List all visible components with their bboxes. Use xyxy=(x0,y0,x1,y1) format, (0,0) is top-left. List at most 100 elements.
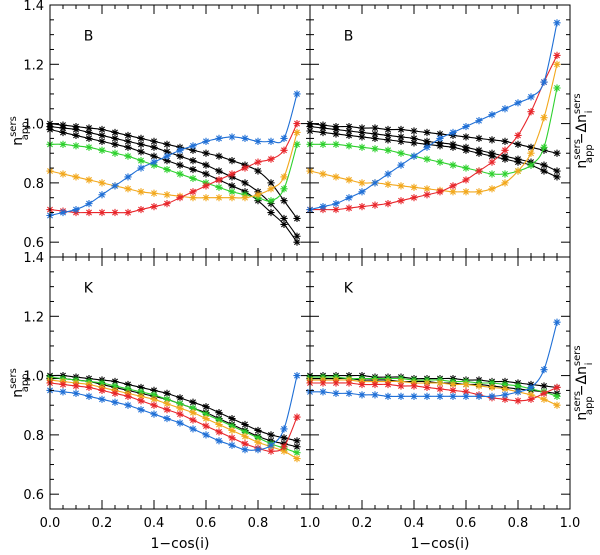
data-point-orange xyxy=(462,188,470,196)
svg-text:nsersapp: nsersapp xyxy=(8,116,31,146)
data-point-orange xyxy=(267,185,275,193)
data-point-red xyxy=(527,108,535,116)
data-point-orange xyxy=(150,189,158,197)
data-point-black3 xyxy=(397,137,405,145)
data-point-black2 xyxy=(98,131,106,140)
x-tick-label: 0.0 xyxy=(40,516,61,531)
data-point-black3 xyxy=(280,220,288,228)
y-tick-label: 1.0 xyxy=(23,370,44,385)
data-point-orange xyxy=(423,379,431,387)
data-point-black3 xyxy=(501,155,509,163)
data-point-black2 xyxy=(163,148,171,156)
data-point-blue xyxy=(449,128,457,137)
data-point-black2 xyxy=(72,125,80,134)
data-point-blue xyxy=(267,137,275,145)
y-tick-label: 0.8 xyxy=(23,429,44,444)
data-point-red xyxy=(514,397,522,405)
data-point-black2 xyxy=(319,124,327,132)
data-point-red xyxy=(553,383,561,392)
data-point-orange xyxy=(254,438,262,446)
data-point-black2 xyxy=(241,179,249,187)
data-point-blue xyxy=(280,425,288,433)
data-point-green xyxy=(540,143,548,151)
data-point-black1 xyxy=(163,389,171,397)
data-point-black1 xyxy=(215,409,223,417)
data-point-blue xyxy=(332,389,340,397)
data-point-orange xyxy=(540,114,548,122)
x-tick-label: 0.4 xyxy=(144,516,165,531)
x-axis-label-right: 1−cos(i) xyxy=(410,536,469,552)
data-point-blue xyxy=(85,200,93,208)
data-point-black1 xyxy=(358,124,366,132)
data-point-green xyxy=(384,146,392,154)
data-point-black1 xyxy=(228,157,236,165)
data-point-black3 xyxy=(85,134,93,143)
data-point-red xyxy=(163,200,171,208)
data-point-black1 xyxy=(462,133,470,141)
data-point-orange xyxy=(163,191,171,199)
data-point-green xyxy=(150,391,158,399)
data-point-black1 xyxy=(475,134,483,143)
data-point-black3 xyxy=(514,158,522,166)
data-point-orange xyxy=(85,176,93,184)
data-point-orange xyxy=(436,379,444,387)
data-point-green xyxy=(111,149,119,157)
y-axis-label-right: nsersapp−Δnsersi xyxy=(572,93,595,168)
data-point-blue xyxy=(241,446,249,454)
data-point-red xyxy=(280,146,288,154)
data-point-green xyxy=(59,140,67,148)
data-point-blue xyxy=(410,392,418,400)
data-point-green xyxy=(111,382,119,390)
data-point-red xyxy=(267,155,275,163)
data-point-red xyxy=(98,208,106,217)
data-point-black3 xyxy=(202,170,210,178)
data-point-green xyxy=(293,140,301,148)
data-point-blue xyxy=(98,395,106,403)
data-point-red xyxy=(150,401,158,409)
x-tick-label: 0.8 xyxy=(508,516,529,531)
data-point-red xyxy=(514,131,522,140)
data-point-black2 xyxy=(202,161,210,169)
data-point-green xyxy=(293,449,301,457)
data-point-orange xyxy=(384,180,392,188)
data-point-black1 xyxy=(85,124,93,132)
data-point-red xyxy=(423,191,431,199)
data-point-red xyxy=(176,410,184,418)
data-point-black1 xyxy=(228,414,236,423)
data-point-black3 xyxy=(319,128,327,137)
data-point-red xyxy=(111,389,119,397)
series-line-black3 xyxy=(49,128,298,243)
data-point-red xyxy=(332,205,340,214)
data-point-red xyxy=(85,208,93,217)
data-point-black3 xyxy=(488,152,496,160)
y-axis-label-right: nsersapp−Δnsersi xyxy=(572,345,595,420)
data-point-red xyxy=(553,51,561,59)
data-point-black1 xyxy=(280,434,288,442)
svg-text:nsersapp−Δnsersi: nsersapp−Δnsersi xyxy=(572,345,595,420)
data-point-black3 xyxy=(98,137,106,145)
data-point-black2 xyxy=(137,140,145,148)
data-point-green xyxy=(488,379,496,387)
data-point-red xyxy=(462,176,470,184)
data-point-blue xyxy=(475,392,483,400)
data-point-blue xyxy=(176,419,184,427)
data-point-blue xyxy=(540,78,548,86)
data-point-blue xyxy=(150,158,158,166)
data-point-red xyxy=(202,182,210,190)
data-point-blue xyxy=(98,191,106,199)
data-point-green xyxy=(163,165,171,174)
data-point-black3 xyxy=(540,167,548,175)
data-point-black1 xyxy=(111,377,119,386)
data-point-orange xyxy=(150,395,158,403)
y-tick-label: 1.2 xyxy=(23,58,44,73)
data-point-red xyxy=(111,208,119,217)
data-point-green xyxy=(176,170,184,178)
data-point-blue xyxy=(436,134,444,143)
data-point-orange xyxy=(163,400,171,408)
data-point-orange xyxy=(475,382,483,390)
data-point-red xyxy=(501,146,509,154)
data-point-red xyxy=(449,386,457,395)
data-point-black1 xyxy=(111,128,119,137)
y-tick-label: 1.4 xyxy=(23,251,44,266)
data-point-black2 xyxy=(553,167,561,175)
